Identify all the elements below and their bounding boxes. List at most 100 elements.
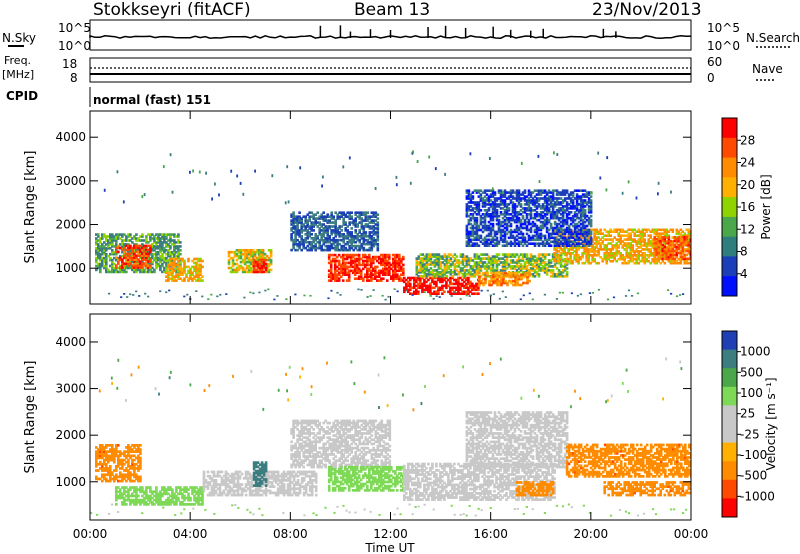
cpid-label: CPID [6, 89, 38, 103]
heatmap-cell [348, 235, 351, 238]
heatmap-cell [501, 238, 505, 242]
heatmap-cell [603, 228, 606, 232]
heatmap-cell [557, 259, 560, 263]
heatmap-cell [254, 264, 258, 268]
heatmap-cell [535, 273, 539, 276]
heatmap-cell [531, 275, 535, 278]
heatmap-cell [625, 244, 628, 247]
heatmap-cell [565, 220, 569, 224]
heatmap-cell [193, 277, 196, 280]
heatmap-cell [370, 240, 374, 244]
heatmap-cell [526, 281, 529, 285]
heatmap-cell [247, 270, 251, 274]
heatmap-cell [675, 251, 679, 255]
heatmap-cell [575, 226, 579, 230]
heatmap-cell [362, 211, 366, 214]
heatmap-cell [479, 253, 483, 256]
heatmap-cell [611, 246, 614, 249]
heatmap-cell [342, 223, 345, 226]
heatmap-cell [165, 256, 168, 260]
heatmap-cell [405, 286, 408, 290]
heatmap-cell [101, 252, 104, 256]
heatmap-cell [292, 221, 295, 224]
heatmap-cell [253, 252, 257, 256]
heatmap-cell [109, 241, 112, 244]
heatmap-cell [137, 252, 140, 256]
heatmap-cell [335, 275, 339, 278]
heatmap-cell [183, 271, 186, 275]
heatmap-cell [505, 213, 509, 216]
heatmap-cell [193, 265, 196, 269]
heatmap-cell [349, 269, 353, 273]
heatmap-cell [535, 224, 539, 228]
heatmap-cell [477, 288, 480, 292]
heatmap-cell [155, 250, 158, 254]
heatmap-cell [433, 286, 436, 290]
heatmap-cell [539, 224, 543, 228]
heatmap-cell [519, 263, 523, 266]
heatmap-cell [463, 257, 467, 260]
heatmap-cell [615, 242, 618, 245]
heatmap-cell [651, 240, 654, 243]
heatmap-cell [157, 252, 160, 256]
heatmap-cell [669, 247, 673, 251]
heatmap-cell [119, 264, 122, 268]
heatmap-cell [407, 280, 410, 284]
heatmap-cell [357, 257, 361, 261]
heatmap-cell [500, 279, 503, 283]
heatmap-cell [95, 237, 98, 240]
heatmap-cell [665, 251, 669, 255]
heatmap-cell [535, 228, 539, 232]
heatmap-cell [334, 227, 337, 230]
heatmap-cell [577, 211, 581, 214]
heatmap-cell [347, 261, 351, 265]
heatmap-cell [95, 264, 98, 268]
heatmap-cell [306, 225, 309, 228]
heatmap-cell [419, 261, 423, 264]
heatmap-cell [503, 222, 507, 226]
heatmap-cell [553, 226, 557, 230]
heatmap-cell [333, 257, 337, 261]
heatmap-cell [324, 238, 327, 242]
heatmap-cell [390, 263, 393, 267]
heatmap-cell [131, 256, 134, 259]
heatmap-cell [496, 283, 499, 287]
heatmap-cell [657, 251, 660, 255]
heatmap-cell [133, 237, 136, 240]
heatmap-cell [421, 284, 424, 288]
heatmap-cell [359, 275, 363, 278]
heatmap-cell [133, 250, 136, 254]
nsearch-label: N.Search [746, 31, 800, 45]
heatmap-cell [507, 203, 511, 206]
heatmap-cell [589, 250, 592, 253]
heatmap-cell [587, 236, 590, 239]
heatmap-cell [183, 261, 186, 265]
heatmap-cell [366, 240, 370, 244]
heatmap-cell [537, 226, 541, 230]
heatmap-cell [557, 226, 561, 230]
heatmap-cell [115, 252, 118, 256]
heatmap-cell [137, 264, 140, 267]
heatmap-cell [318, 242, 321, 246]
heatmap-cell [99, 258, 102, 262]
heatmap-cell [386, 261, 389, 265]
heatmap-cell [555, 209, 559, 212]
heatmap-cell [500, 283, 503, 287]
heatmap-cell [500, 273, 503, 277]
heatmap-cell [127, 243, 130, 246]
heatmap-cell [685, 228, 689, 232]
heatmap-cell [587, 261, 590, 265]
heatmap-cell [360, 246, 364, 250]
heatmap-cell [569, 244, 573, 247]
heatmap-cell [308, 217, 311, 220]
heatmap-cell [531, 222, 535, 226]
heatmap-cell [491, 213, 495, 216]
heatmap-cell [400, 261, 403, 265]
heatmap-cell [635, 259, 638, 263]
heatmap-cell [643, 238, 646, 241]
heatmap-cell [372, 229, 376, 232]
heatmap-cell [661, 246, 665, 249]
heatmap-cell [368, 233, 372, 236]
heatmap-cell [583, 201, 587, 204]
heatmap-cell [195, 263, 198, 267]
